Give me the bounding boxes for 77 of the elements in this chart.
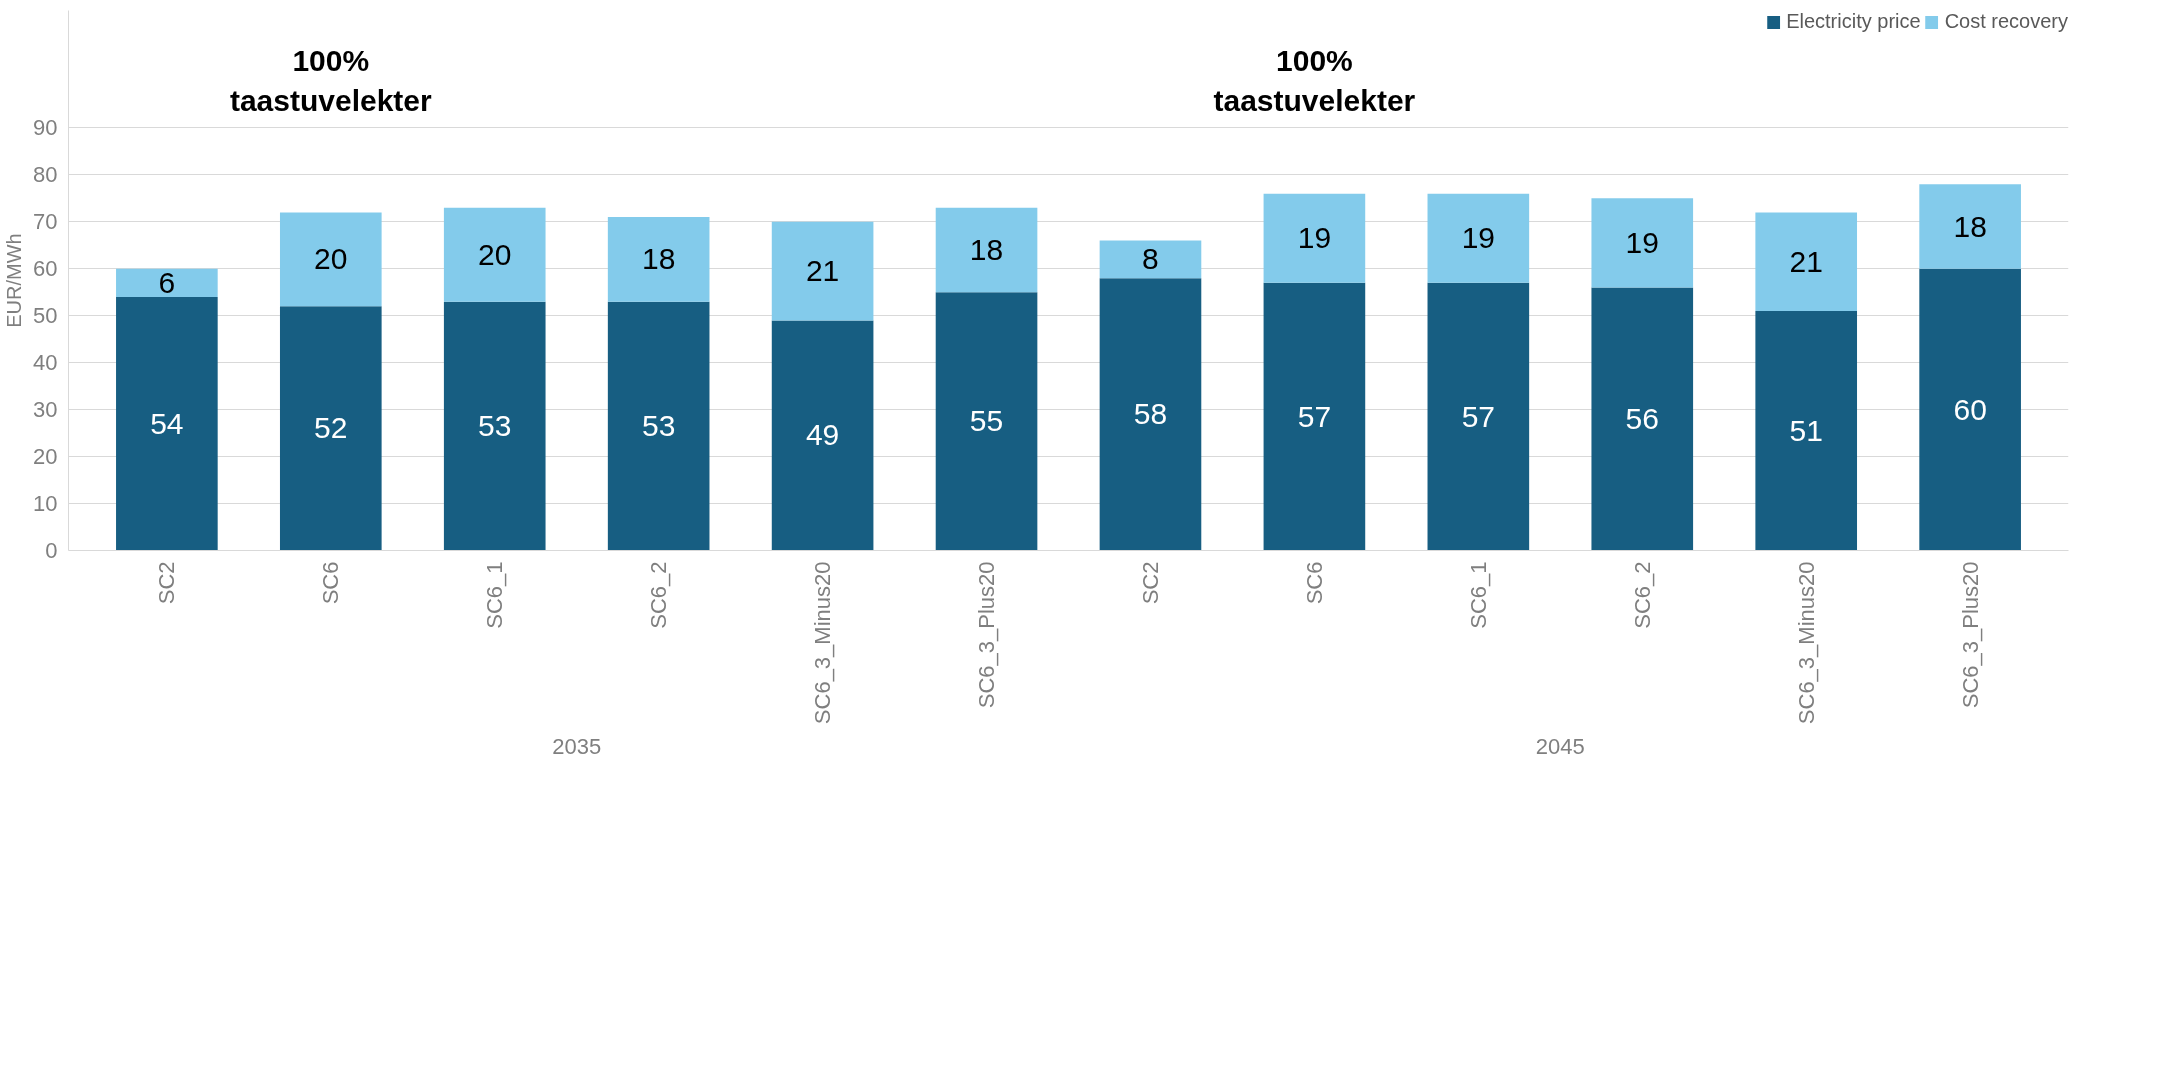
bar	[1755, 311, 1858, 551]
data-label: 54	[150, 406, 184, 440]
data-label: 60	[1953, 392, 1987, 426]
bar	[1755, 212, 1858, 312]
data-label: 57	[1461, 399, 1496, 433]
y-tick-label: 60	[33, 256, 58, 282]
data-label: 20	[314, 242, 348, 276]
data-label: 19	[1297, 221, 1332, 255]
text: 2045	[1535, 733, 1585, 759]
text: 2035	[552, 733, 602, 759]
y-tick-label: 30	[33, 397, 58, 423]
bar	[1099, 240, 1202, 279]
data-label: 20	[478, 237, 512, 271]
bar	[1919, 268, 2021, 551]
x-tick-label: SC6_3_Minus20	[1793, 561, 1819, 725]
annotation: 100% taastuvelekter	[229, 44, 433, 117]
y-tick-label: 90	[33, 115, 58, 141]
bar	[1427, 282, 1530, 551]
data-label: 8	[1142, 242, 1159, 276]
bar	[607, 301, 710, 551]
data-label: 18	[1953, 209, 1987, 243]
legend-label: Electricity price	[1786, 10, 1921, 33]
bar	[116, 268, 218, 297]
y-tick-label: 20	[33, 444, 58, 470]
data-label: 18	[969, 232, 1004, 266]
y-tick-label: 50	[33, 303, 58, 329]
data-label: 53	[478, 409, 512, 443]
bar	[443, 207, 546, 302]
y-tick-label: 40	[33, 350, 58, 376]
data-label: 52	[314, 411, 348, 445]
bar	[1919, 184, 2021, 269]
bar	[771, 320, 874, 551]
x-tick-label: SC6	[318, 561, 344, 605]
data-label: 49	[805, 418, 840, 452]
bar	[279, 306, 382, 551]
x-tick-label: SC6_2	[1629, 561, 1655, 629]
x-tick-label: SC6_2	[646, 561, 672, 629]
data-label: 21	[805, 254, 840, 288]
bar	[935, 292, 1038, 551]
data-label: 19	[1625, 225, 1659, 259]
y-tick-label: 70	[33, 209, 58, 235]
data-label: 56	[1625, 402, 1659, 436]
data-label: 53	[641, 409, 676, 443]
data-label: 18	[641, 242, 676, 276]
annotation: 100% taastuvelekter	[1213, 44, 1416, 117]
data-label: 57	[1297, 399, 1332, 433]
bar	[1427, 193, 1530, 283]
y-tick-label: 0	[45, 538, 58, 563]
x-tick-label: SC2	[154, 561, 180, 605]
bar	[771, 221, 874, 321]
y-tick-label: 80	[33, 162, 58, 188]
data-label: 55	[969, 404, 1004, 438]
data-label: 6	[158, 265, 176, 299]
x-tick-label: SC6	[1301, 561, 1327, 605]
y-tick-label: 10	[33, 491, 58, 517]
x-tick-label: SC6_3_Plus20	[974, 561, 1000, 709]
data-label: 21	[1789, 244, 1823, 278]
data-label: 58	[1133, 397, 1168, 431]
bar	[935, 207, 1038, 293]
bar	[1263, 193, 1366, 283]
bar	[1263, 282, 1366, 551]
legend-label: Cost recovery	[1944, 10, 2068, 33]
bar	[1591, 198, 1694, 288]
bar	[1591, 287, 1694, 551]
x-tick-label: SC6_3_Minus20	[810, 561, 836, 725]
data-label: 51	[1789, 413, 1823, 447]
y-axis-title: EUR/MWh	[3, 233, 26, 328]
bar	[443, 301, 546, 551]
x-tick-label: SC2	[1137, 561, 1163, 605]
x-tick-label: SC6_1	[1465, 561, 1491, 629]
bar	[1099, 278, 1202, 551]
data-label: 19	[1461, 221, 1496, 255]
bar	[279, 212, 382, 307]
x-tick-label: SC6_3_Plus20	[1957, 561, 1983, 709]
bar	[116, 296, 218, 551]
x-tick-label: SC6_1	[482, 561, 508, 629]
bar	[607, 217, 710, 302]
